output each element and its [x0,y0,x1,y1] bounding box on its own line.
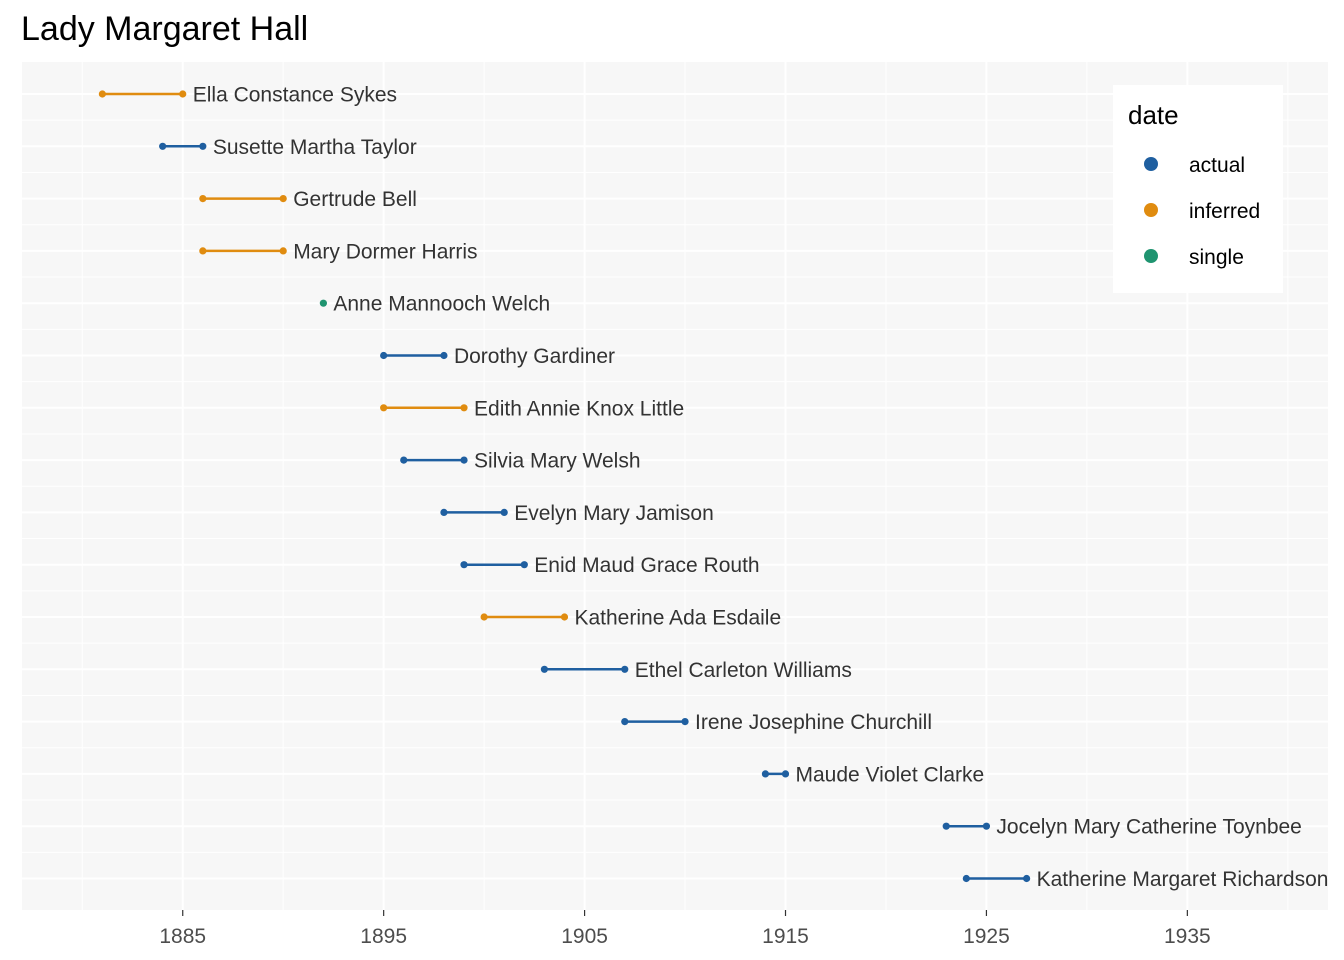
legend: date actual inferred single [1113,85,1283,293]
point-labels: Ella Constance Sykes Susette Martha Taylo… [193,84,1329,892]
point-label: Mary Dormer Harris [293,240,477,263]
legend-label-inferred: inferred [1189,200,1260,223]
legend-key-single [1144,249,1158,263]
legend-label-actual: actual [1189,154,1245,177]
x-tick-label: 1925 [963,925,1010,948]
start-point [942,822,950,830]
start-point [98,90,106,98]
end-point [560,613,569,621]
point-label: Susette Martha Taylor [213,136,417,159]
x-tick-label: 1895 [360,925,407,948]
start-point [962,874,970,883]
point-label: Maude Violet Clarke [796,763,985,786]
legend-key-inferred [1144,203,1158,217]
end-point [199,142,207,150]
point-label: Edith Annie Knox Little [474,397,684,420]
end-point [460,456,468,464]
end-point [681,718,689,726]
end-point [500,508,508,516]
legend-title: date [1128,100,1179,130]
x-tick-label: 1885 [159,925,206,948]
point-label: Katherine Margaret Richardson [1037,868,1329,891]
x-axis: 1885 1895 1905 1915 1925 1935 [159,910,1211,948]
end-point [460,404,468,412]
point-label: Ella Constance Sykes [193,84,397,107]
point-label: Katherine Ada Esdaile [574,607,781,630]
start-point [540,665,549,673]
point-label: Silvia Mary Welsh [474,450,640,473]
point-label: Gertrude Bell [293,188,417,211]
x-tick-label: 1905 [561,925,608,948]
chart-title: Lady Margaret Hall [21,10,308,48]
end-point [179,90,187,98]
point-label: Enid Maud Grace Routh [534,554,759,577]
legend-box [1113,85,1283,293]
end-point [621,665,629,673]
start-point [621,718,629,726]
end-point [982,822,991,830]
point-label: Irene Josephine Churchill [695,711,932,734]
point-label: Anne Mannooch Welch [333,293,550,316]
start-point [460,561,468,569]
start-point [380,351,388,360]
start-point [199,247,207,255]
start-point [400,456,408,464]
start-point [199,195,207,203]
end-point [520,561,528,569]
start-point [380,404,388,412]
start-point [480,613,488,621]
point-label: Jocelyn Mary Catherine Toynbee [996,816,1301,839]
start-point [761,770,770,778]
x-tick-label: 1915 [762,925,809,948]
end-point [279,247,287,255]
x-tick-label: 1935 [1164,925,1211,948]
end-point [1023,874,1031,883]
point-label: Dorothy Gardiner [454,345,615,368]
grid-lines [22,62,1328,910]
start-point [319,299,327,307]
start-point [440,508,448,516]
chart-marks [98,90,1031,883]
end-point [440,351,448,360]
point-label: Ethel Carleton Williams [635,659,852,682]
legend-label-single: single [1189,246,1244,269]
start-point [159,142,167,150]
legend-key-actual [1144,157,1158,171]
end-point [781,770,790,778]
point-label: Evelyn Mary Jamison [514,502,714,525]
end-point [279,195,287,203]
